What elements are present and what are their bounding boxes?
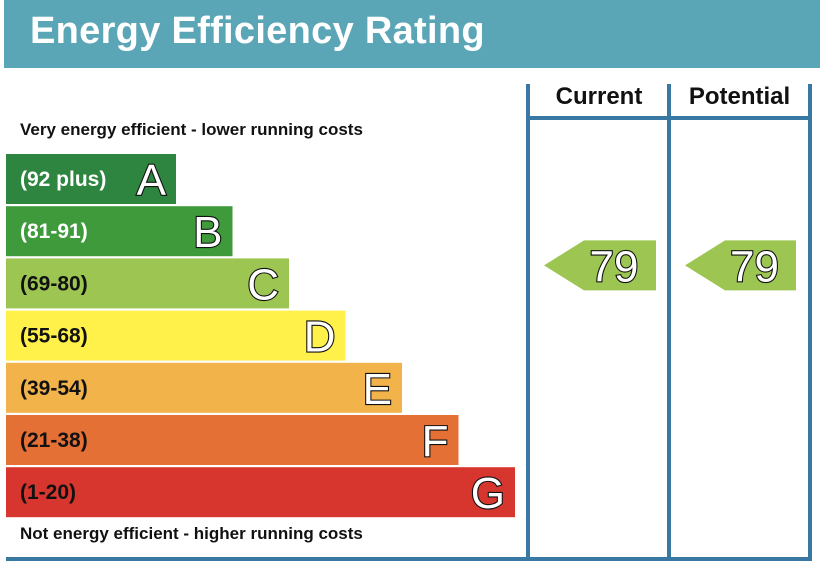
band-a-bar [6,154,176,204]
band-c-range: (69-80) [20,272,88,295]
potential-rating-value: 79 [730,242,779,291]
title-banner: Energy Efficiency Rating [4,0,820,68]
current-column-header: Current [555,83,643,110]
band-d-letter: D [304,313,336,362]
potential-column-header: Potential [688,83,791,110]
current-rating-value: 79 [590,242,639,291]
band-f-bar [6,415,459,465]
band-f-letter: F [422,417,449,466]
band-e-bar [6,362,402,413]
band-b-letter: B [193,208,222,257]
band-g-range: (1-20) [20,481,76,504]
band-e-letter: E [363,365,392,414]
bottom-note: Not energy efficient - higher running co… [20,524,363,543]
band-b-bar [6,206,233,257]
band-d-range: (55-68) [20,325,88,348]
band-d-bar [6,310,346,361]
band-b-range: (81-91) [20,220,88,243]
current-rating-arrow [544,240,656,291]
band-f-range: (21-38) [20,429,88,452]
band-g-letter: G [471,469,505,518]
band-c-letter: C [247,260,279,309]
band-a-range: (92 plus) [20,168,106,191]
top-note: Very energy efficient - lower running co… [20,120,363,139]
band-a-letter: A [137,156,167,205]
page-title: Energy Efficiency Rating [30,10,485,52]
band-g-bar [6,467,515,518]
potential-rating-arrow [685,240,796,291]
band-c-bar [6,258,289,309]
band-e-range: (39-54) [20,377,88,400]
